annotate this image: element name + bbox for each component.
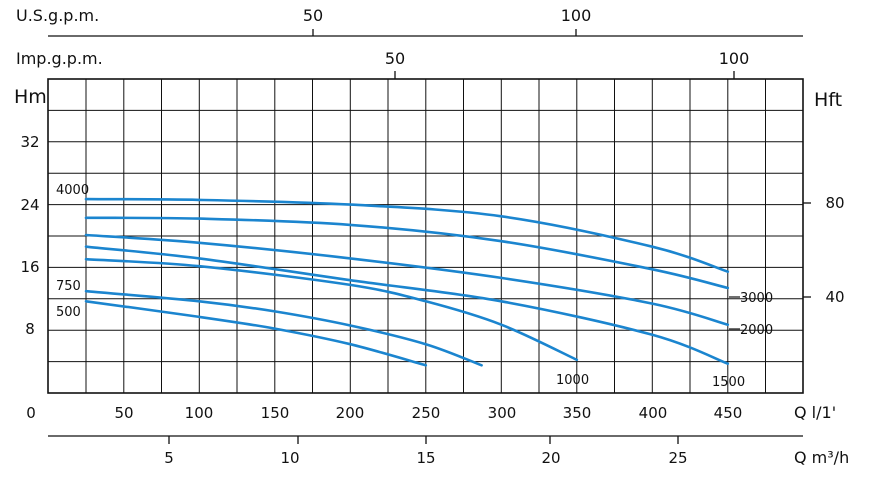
y2-tick-label: 80 <box>825 194 844 212</box>
curve-label-1500: 1500 <box>712 375 745 390</box>
y2-axis-label: Hft <box>814 89 842 111</box>
x2-axis-label: Q m³/h <box>794 448 849 467</box>
x-tick-label: 200 <box>336 404 365 422</box>
impgpm-tick-label: 50 <box>385 49 405 68</box>
curves <box>84 197 730 367</box>
x-tick-label: 350 <box>563 404 592 422</box>
curve-2000 <box>84 233 730 326</box>
impgpm-axis-label: Imp.g.p.m. <box>16 49 103 68</box>
curve-4000 <box>84 197 730 273</box>
x-tick-label: 50 <box>114 404 133 422</box>
m3h-tick-label: 15 <box>416 449 435 467</box>
usgpm-axis-label: U.S.g.p.m. <box>16 6 99 25</box>
curve-3000 <box>84 216 730 290</box>
m3h-tick-label: 5 <box>164 449 174 467</box>
x-tick-label: 150 <box>261 404 290 422</box>
y-tick-label: 32 <box>20 133 39 151</box>
x-tick-label: 450 <box>714 404 743 422</box>
curve-label-500: 500 <box>56 305 81 320</box>
curve-1500 <box>84 245 730 365</box>
x-tick-label: 0 <box>26 404 36 422</box>
x-tick-label: 300 <box>488 404 517 422</box>
x-tick-label: 400 <box>639 404 668 422</box>
m3h-tick-label: 25 <box>668 449 687 467</box>
m3h-tick-label: 20 <box>541 449 560 467</box>
impgpm-tick-label: 100 <box>719 49 750 68</box>
y-axis-label: Hm <box>14 86 47 108</box>
x-tick-label: 100 <box>185 404 214 422</box>
grid <box>48 79 803 393</box>
curve-label-3000: 3000 <box>740 291 773 306</box>
usgpm-tick-label: 100 <box>561 6 592 25</box>
x-axis-label: Q l/1' <box>794 403 836 422</box>
m3h-tick-label: 10 <box>280 449 299 467</box>
curve-500 <box>84 300 428 367</box>
y2-tick-label: 40 <box>825 288 844 306</box>
y-tick-label: 24 <box>20 196 39 214</box>
curve-750 <box>84 289 483 367</box>
curve-1000 <box>84 257 579 362</box>
y-tick-label: 16 <box>20 258 39 276</box>
usgpm-tick-label: 50 <box>303 6 323 25</box>
x-tick-label: 250 <box>412 404 441 422</box>
y-tick-label: 8 <box>25 320 35 338</box>
curve-label-4000: 4000 <box>56 183 89 198</box>
curve-label-1000: 1000 <box>556 373 589 388</box>
curve-label-2000: 2000 <box>740 323 773 338</box>
curve-label-750: 750 <box>56 279 81 294</box>
